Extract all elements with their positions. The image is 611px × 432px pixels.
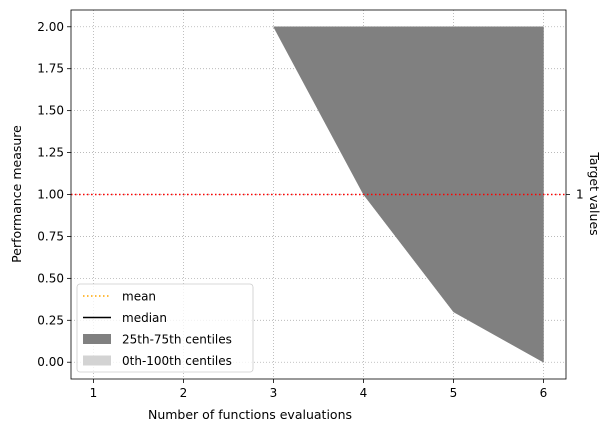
right-tick-label-0: 1	[576, 188, 584, 202]
y-tick-label-4: 1.00	[37, 188, 64, 202]
y-tick-label-6: 1.50	[37, 104, 64, 118]
legend-label-3: 0th-100th centiles	[122, 354, 232, 368]
right-tick-layer: 1	[566, 188, 584, 202]
x-tick-label-4: 5	[450, 386, 458, 400]
y-axis-label: Performance measure	[9, 125, 24, 263]
y-tick-label-3: 0.75	[37, 229, 64, 243]
legend-label-2: 25th-75th centiles	[122, 333, 232, 347]
right-axis-label: Target values	[587, 151, 602, 235]
x-tick-label-1: 2	[180, 386, 188, 400]
legend: mean median 25th-75th centiles 0th-100th ce…	[76, 283, 254, 373]
legend-swatch-2	[83, 334, 111, 344]
legend-label-0: mean	[122, 290, 156, 304]
x-axis-label: Number of functions evaluations	[148, 407, 352, 422]
x-tick-layer: 1 2 3 4 5 6	[90, 379, 548, 400]
y-tick-label-8: 2.00	[37, 20, 64, 34]
legend-swatch-3	[83, 355, 111, 366]
y-tick-label-2: 0.50	[37, 271, 64, 285]
y-tick-layer: 0.00 0.25 0.50 0.75 1.00 1.25 1.50 1.75 2.00	[37, 20, 71, 369]
y-tick-label-5: 1.25	[37, 146, 64, 160]
y-tick-label-1: 0.25	[37, 313, 64, 327]
y-tick-label-7: 1.75	[37, 62, 64, 76]
legend-box	[76, 283, 254, 373]
x-tick-label-0: 1	[90, 386, 98, 400]
x-tick-label-5: 6	[540, 386, 548, 400]
x-tick-label-2: 3	[270, 386, 278, 400]
legend-label-1: median	[122, 311, 167, 325]
x-tick-label-3: 4	[360, 386, 368, 400]
y-tick-label-0: 0.00	[37, 355, 64, 369]
